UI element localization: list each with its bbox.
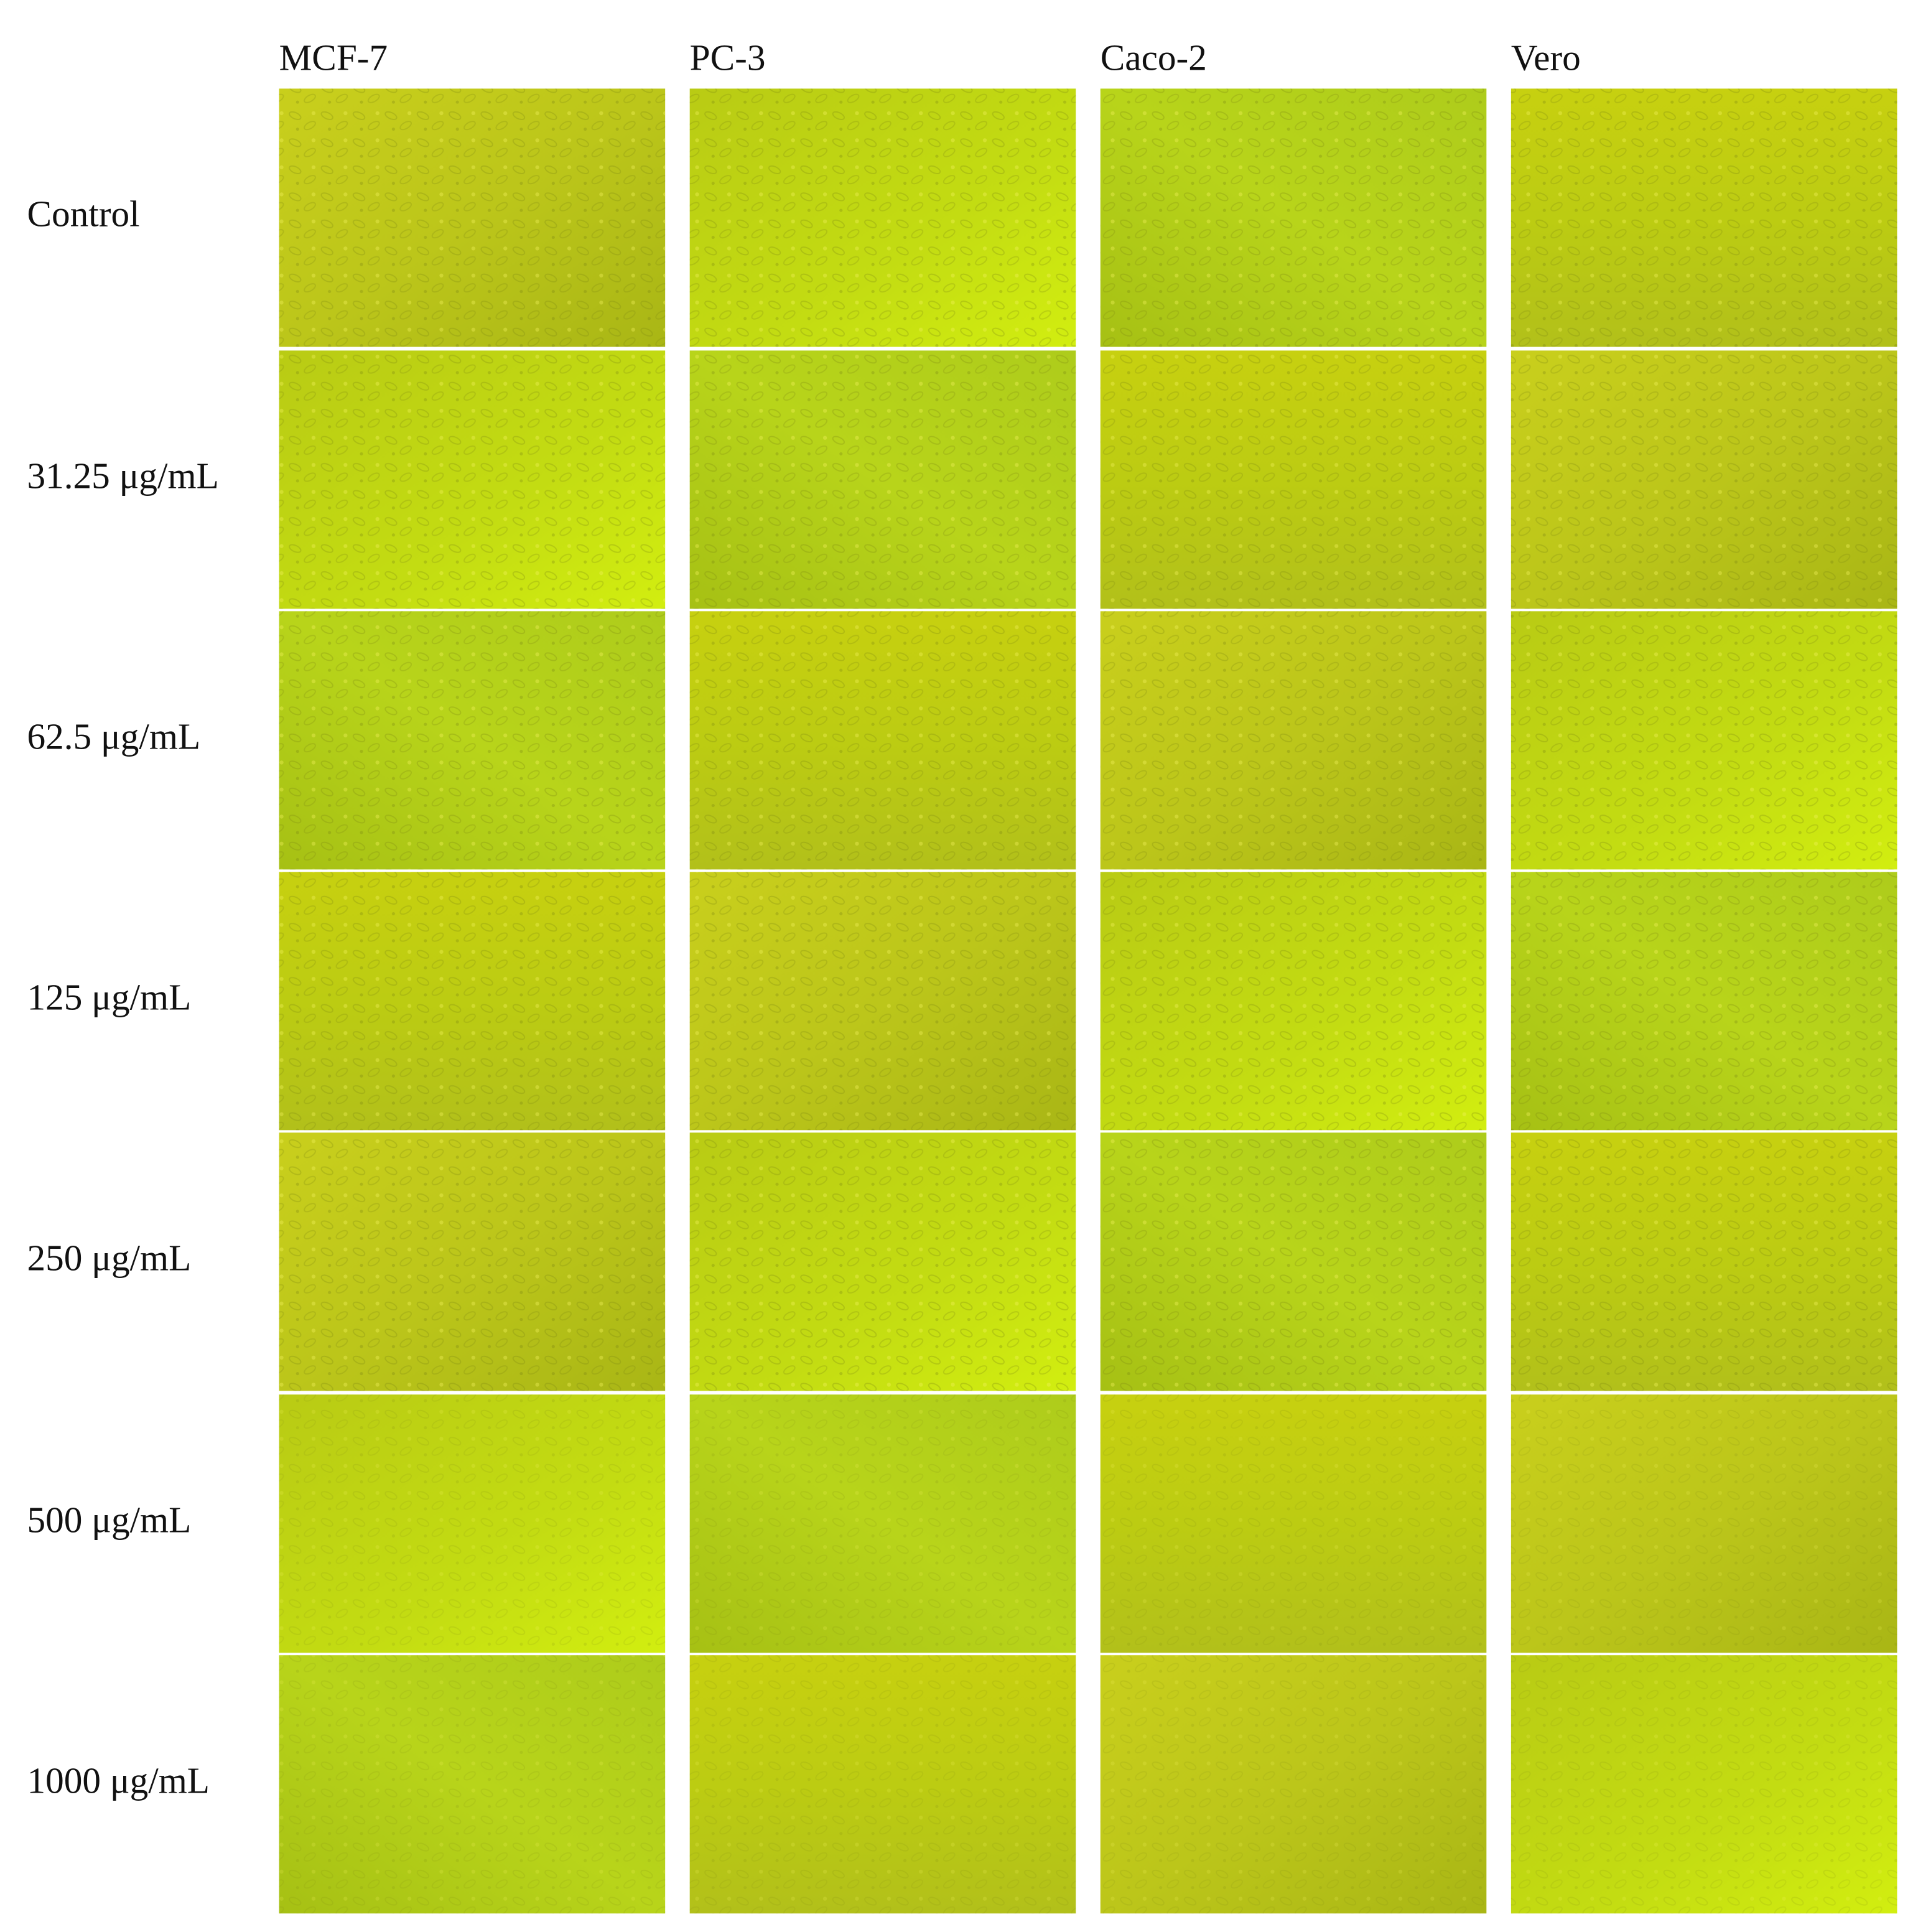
row-label: 250 μg/mL <box>27 1237 191 1278</box>
micrograph-texture <box>689 350 1076 609</box>
micrograph-texture <box>689 1132 1076 1391</box>
micrograph-texture <box>1511 1394 1897 1653</box>
row-label: 1000 μg/mL <box>27 1760 210 1801</box>
micrograph-texture <box>689 1394 1076 1653</box>
micrograph-texture <box>279 1394 666 1653</box>
micrograph-texture <box>1511 611 1897 870</box>
micrograph-texture <box>279 1655 666 1914</box>
micrograph-texture <box>279 1132 666 1391</box>
row-label: 62.5 μg/mL <box>27 716 200 757</box>
micrograph-texture <box>1511 350 1897 609</box>
micrograph-texture <box>689 872 1076 1131</box>
micrograph-texture <box>279 872 666 1131</box>
column-label: MCF-7 <box>279 37 388 78</box>
micrograph-texture <box>1100 350 1487 609</box>
row-label: 31.25 μg/mL <box>27 455 218 496</box>
micrograph-texture <box>689 611 1076 870</box>
micrograph-texture <box>279 611 666 870</box>
micrograph-texture <box>689 1655 1076 1914</box>
micrograph-texture <box>1511 872 1897 1131</box>
micrograph-texture <box>1100 872 1487 1131</box>
column-label: Vero <box>1511 37 1581 78</box>
micrograph-texture <box>1100 88 1487 347</box>
row-label: 500 μg/mL <box>27 1499 191 1540</box>
micrograph-texture <box>1100 611 1487 870</box>
micrograph-texture <box>1100 1655 1487 1914</box>
column-label: Caco-2 <box>1101 37 1207 78</box>
row-label: 125 μg/mL <box>27 976 191 1017</box>
micrograph-texture <box>1100 1132 1487 1391</box>
micrograph-texture <box>689 88 1076 347</box>
micrograph-texture <box>1511 88 1897 347</box>
micrograph-texture <box>1511 1132 1897 1391</box>
micrograph-texture <box>279 350 666 609</box>
row-label: Control <box>27 194 139 235</box>
column-label: PC-3 <box>690 37 766 78</box>
micrograph-texture <box>279 88 666 347</box>
micrograph-texture <box>1511 1655 1897 1914</box>
micrograph-texture <box>1100 1394 1487 1653</box>
